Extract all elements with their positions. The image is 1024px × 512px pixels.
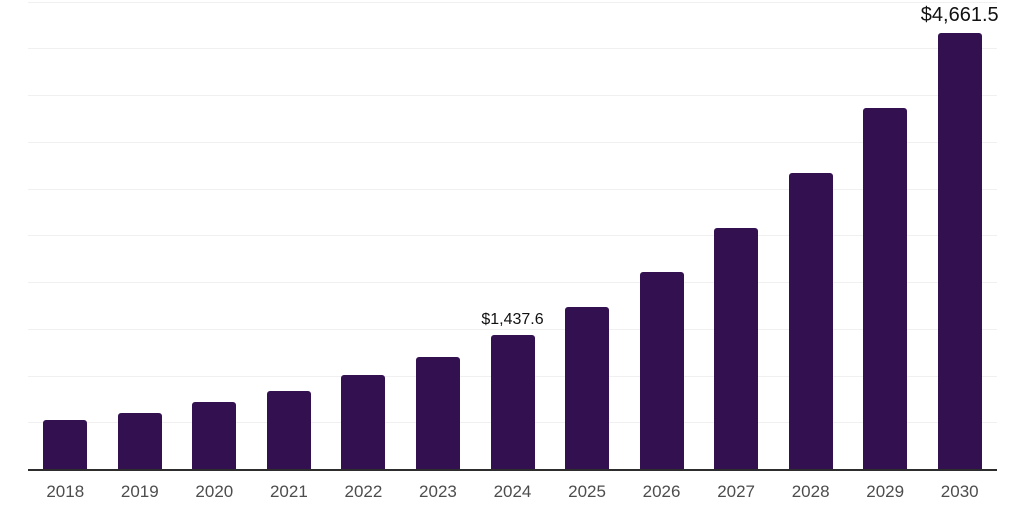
gridline-2500	[28, 235, 997, 237]
x-tick-2024: 2024	[493, 482, 532, 501]
x-axis: 2018 2019 2020 2021 2022 2023 2024 2025 2026 2027…	[28, 482, 997, 508]
bar-2022	[341, 375, 386, 469]
x-tick-2030: 2030	[940, 482, 979, 501]
plot-area: $1,437.6 $4,661.5	[28, 0, 999, 471]
x-tick-2029: 2029	[866, 482, 905, 501]
bar-2018	[43, 420, 88, 469]
x-tick-2023: 2023	[419, 482, 457, 501]
x-tick-2028: 2028	[791, 482, 830, 501]
bar-2026	[639, 271, 684, 469]
bar-2025	[565, 306, 610, 469]
bar-2029	[863, 108, 908, 469]
bar-2030	[937, 33, 982, 469]
gridline-1500	[28, 328, 997, 330]
x-tick-2018: 2018	[46, 482, 85, 501]
x-tick-2026: 2026	[642, 482, 681, 501]
bar-2024	[490, 334, 535, 469]
x-tick-2019: 2019	[120, 482, 159, 501]
gridline-2000	[28, 282, 997, 283]
x-tick-2021: 2021	[269, 482, 308, 501]
bar-2020	[192, 402, 237, 469]
bar-2021	[266, 391, 311, 469]
x-tick-2020: 2020	[195, 482, 234, 501]
value-label-2024: $1,437.6	[481, 310, 544, 328]
bar-2028	[788, 172, 833, 469]
x-tick-2025: 2025	[568, 482, 606, 501]
gridline-4000	[28, 95, 997, 96]
gridline-3500	[28, 141, 997, 143]
gridline-4500	[28, 48, 997, 50]
value-label-2030: $4,661.5	[920, 4, 999, 27]
bar-2023	[415, 356, 460, 469]
bar-2027	[714, 227, 759, 469]
bar-2019	[117, 412, 162, 469]
x-tick-2022: 2022	[344, 482, 383, 501]
gridline-3000	[28, 188, 997, 190]
gridline-5000	[28, 1, 997, 3]
x-tick-2027: 2027	[717, 482, 756, 501]
